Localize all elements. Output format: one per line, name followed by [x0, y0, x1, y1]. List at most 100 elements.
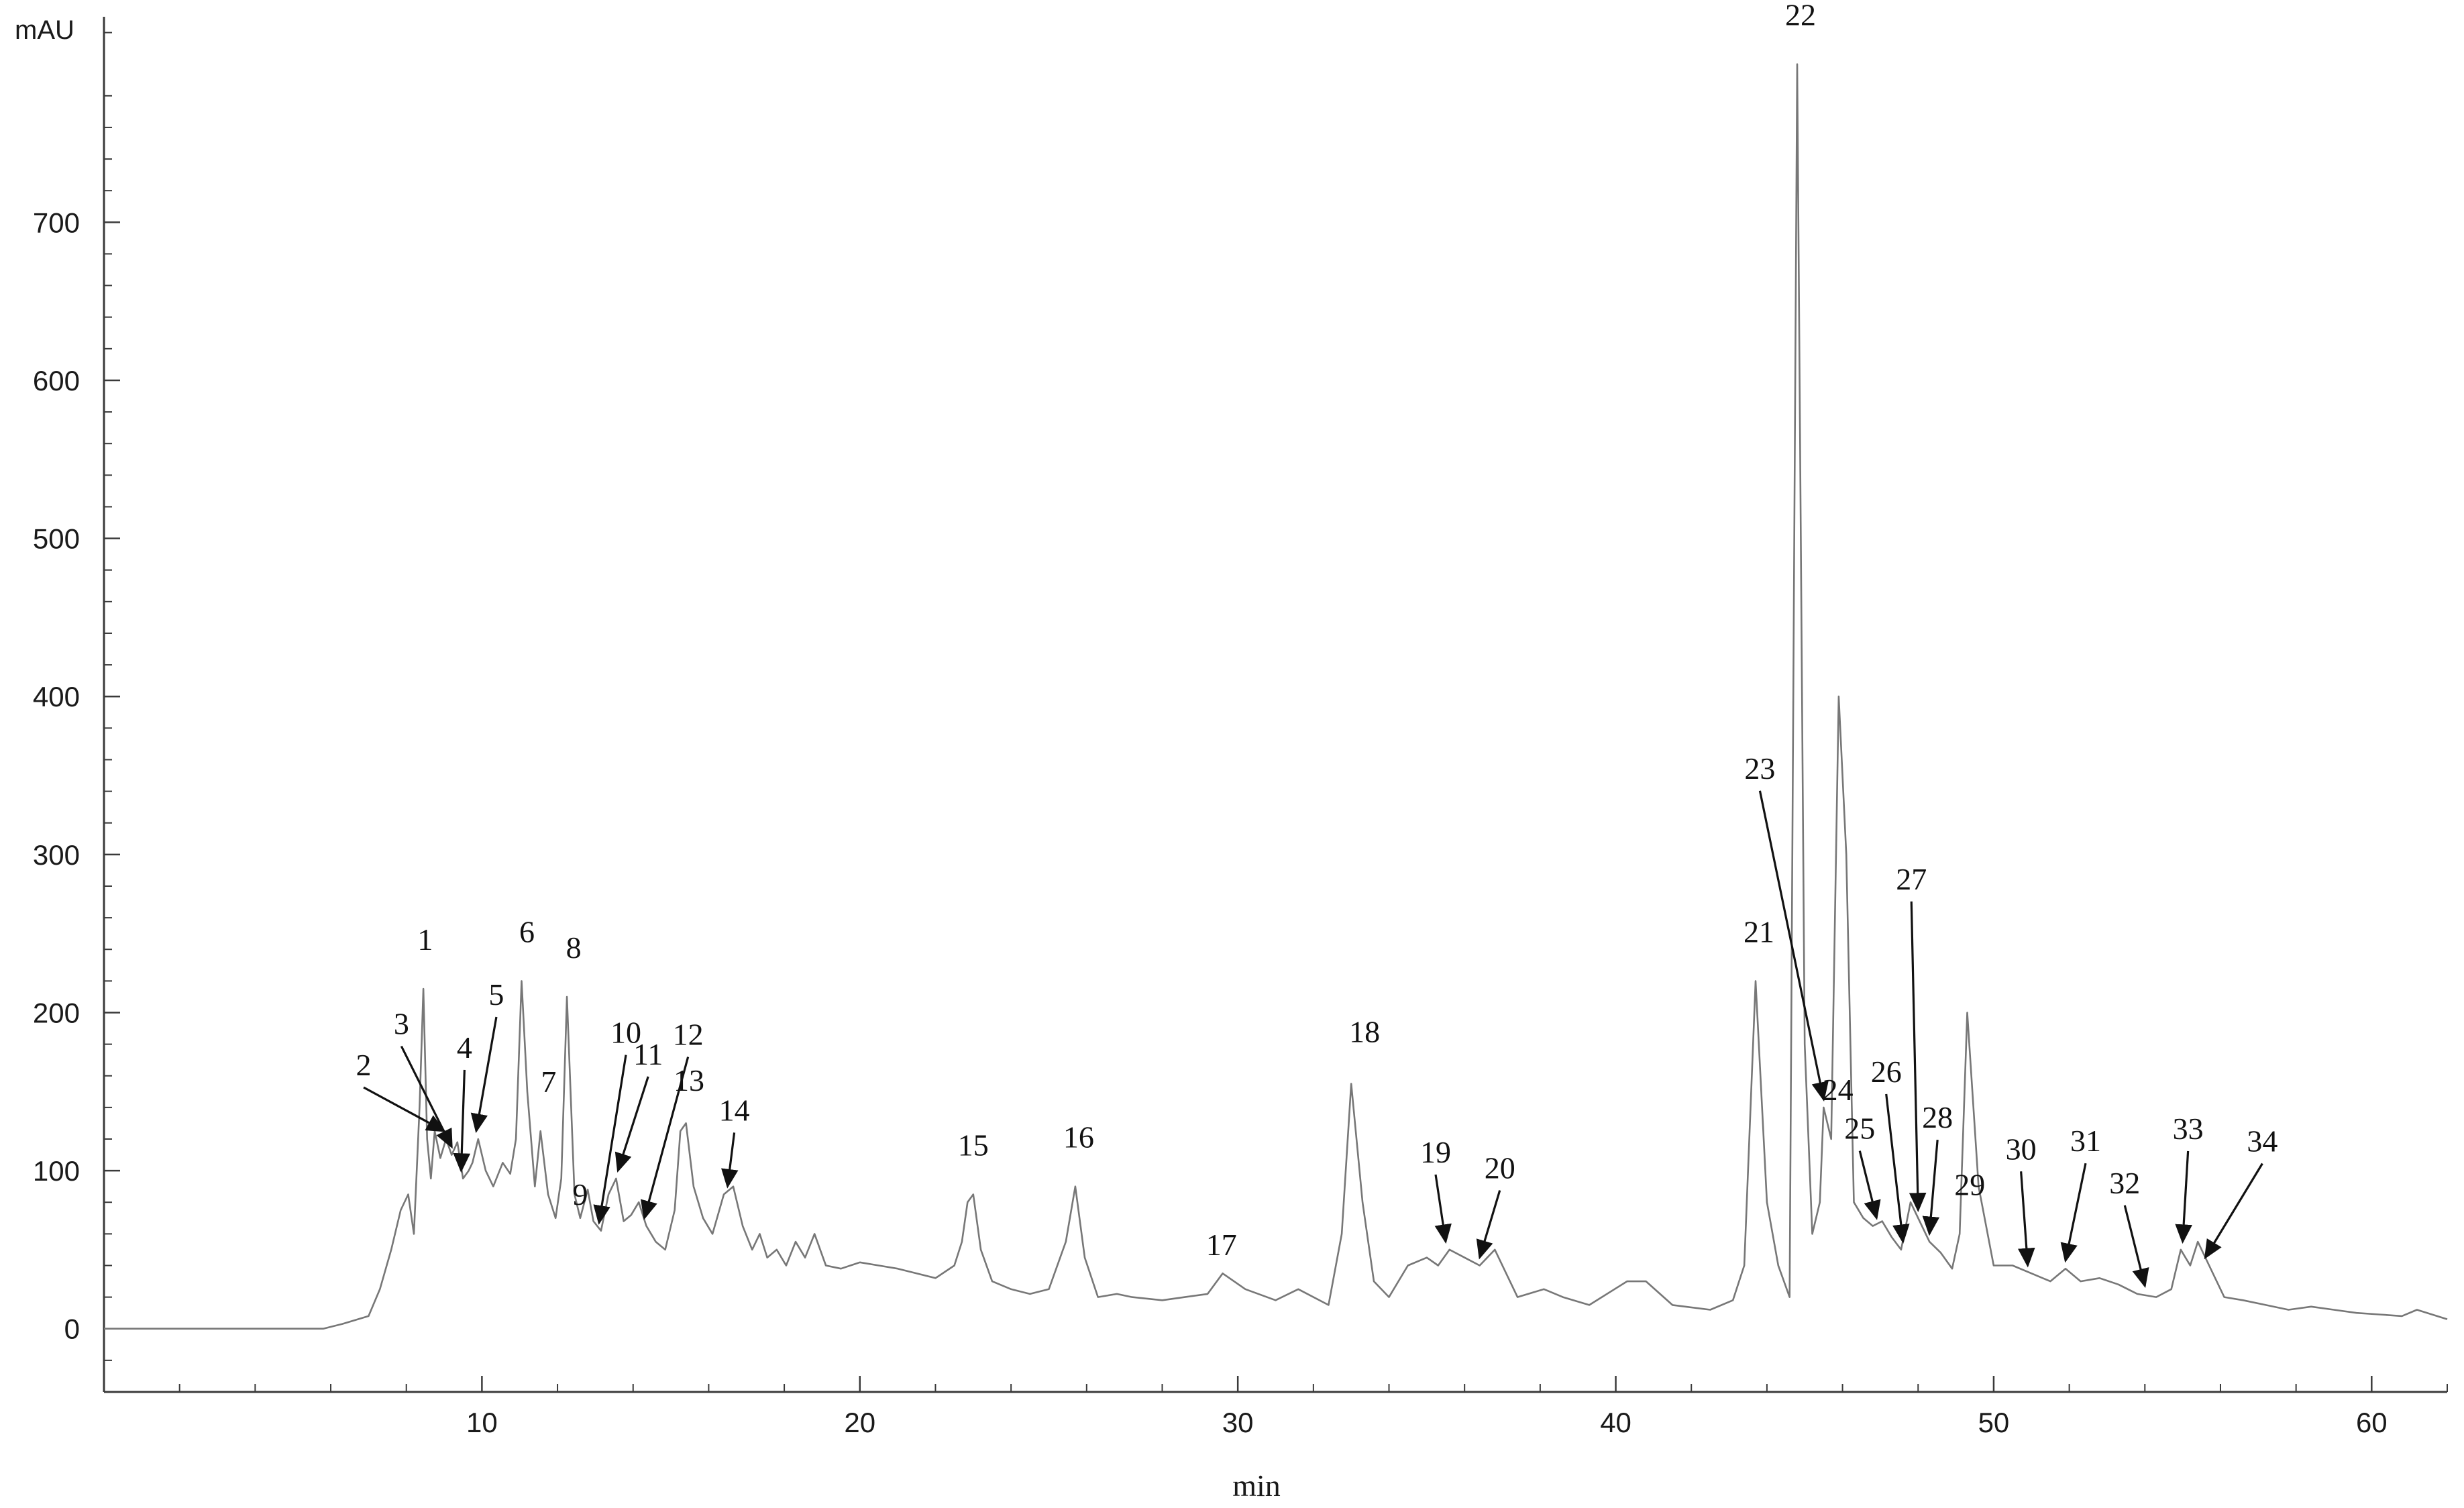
- peak-label-14: 14: [719, 1093, 750, 1127]
- peak-arrow-5: [470, 1016, 498, 1134]
- peak-label-30: 30: [2006, 1132, 2037, 1166]
- trace-layer: [104, 63, 2448, 1330]
- peak-annotation-26: 26: [1871, 1055, 1910, 1244]
- peak-label-13: 13: [674, 1063, 704, 1097]
- x-tick-label: 40: [1600, 1407, 1631, 1438]
- peak-annotation-23: 23: [1744, 751, 1829, 1101]
- peak-label-29: 29: [1954, 1167, 1985, 1201]
- peak-label-10: 10: [610, 1016, 641, 1050]
- y-tick-label: 400: [33, 681, 80, 712]
- peak-label-28: 28: [1922, 1100, 1953, 1134]
- peak-label-3: 3: [394, 1007, 409, 1041]
- peak-arrow-32: [2123, 1205, 2149, 1289]
- peak-label-4: 4: [457, 1030, 472, 1065]
- peak-annotation-20: 20: [1476, 1150, 1515, 1260]
- peak-label-15: 15: [958, 1128, 989, 1162]
- peak-arrow-14: [721, 1132, 739, 1189]
- peak-label-20: 20: [1485, 1150, 1515, 1185]
- peak-annotation-11: 11: [614, 1037, 663, 1173]
- peak-annotation-25: 25: [1844, 1112, 1881, 1220]
- peak-arrow-11: [614, 1076, 649, 1173]
- peak-label-17: 17: [1206, 1228, 1237, 1262]
- peak-annotation-12: 12: [640, 1018, 704, 1220]
- peak-arrow-12: [640, 1057, 690, 1220]
- peak-annotation-34: 34: [2204, 1124, 2278, 1260]
- peak-arrow-19: [1434, 1174, 1452, 1244]
- y-tick-label: 700: [33, 207, 80, 238]
- peak-label-2: 2: [356, 1048, 372, 1082]
- peak-arrow-20: [1476, 1190, 1501, 1260]
- peak-arrow-4: [453, 1069, 471, 1173]
- peak-annotation-10: 10: [593, 1016, 641, 1225]
- peak-annotation-31: 31: [2060, 1124, 2101, 1263]
- peak-label-34: 34: [2247, 1124, 2278, 1158]
- peak-label-5: 5: [488, 977, 504, 1012]
- x-tick-label: 30: [1222, 1407, 1254, 1438]
- y-tick-label: 500: [33, 523, 80, 555]
- peak-annotation-4: 4: [453, 1030, 472, 1173]
- peak-arrow-30: [2018, 1171, 2035, 1268]
- peak-label-33: 33: [2173, 1112, 2204, 1146]
- peak-label-8: 8: [566, 930, 582, 965]
- peak-arrow-23: [1758, 790, 1829, 1101]
- peak-arrow-33: [2175, 1150, 2192, 1244]
- peak-label-25: 25: [1844, 1112, 1875, 1146]
- peak-label-21: 21: [1744, 914, 1774, 949]
- peak-annotation-22: 22: [1785, 0, 1816, 32]
- peak-annotation-33: 33: [2173, 1112, 2204, 1244]
- x-tick-label: 60: [2356, 1407, 2388, 1438]
- peak-arrow-27: [1909, 901, 1927, 1213]
- peak-arrow-10: [593, 1055, 627, 1225]
- peak-arrow-34: [2204, 1163, 2263, 1260]
- peak-annotation-24: 24: [1823, 1073, 1854, 1107]
- peak-annotation-6: 6: [519, 914, 535, 949]
- x-axis-title: min: [1232, 1468, 1281, 1503]
- y-tick-label: 200: [33, 997, 80, 1028]
- peak-annotation-7: 7: [541, 1065, 556, 1099]
- peak-annotation-27: 27: [1896, 862, 1927, 1213]
- peak-annotation-15: 15: [958, 1128, 989, 1162]
- peak-label-11: 11: [633, 1037, 663, 1071]
- axes: 0 100 200 300 400 500 600 700 10 20 30 40 50 60: [33, 17, 2448, 1438]
- peak-arrow-31: [2060, 1163, 2087, 1263]
- peak-label-1: 1: [417, 922, 433, 957]
- peak-annotation-9: 9: [572, 1177, 588, 1211]
- peak-arrow-2: [363, 1086, 446, 1132]
- x-tick-label: 50: [1978, 1407, 2010, 1438]
- peak-arrow-3: [400, 1045, 453, 1149]
- peak-label-26: 26: [1871, 1055, 1902, 1089]
- peak-annotation-13: 13: [674, 1063, 704, 1097]
- peak-arrow-28: [1922, 1140, 1940, 1236]
- peak-annotation-19: 19: [1420, 1135, 1452, 1244]
- peak-annotation-30: 30: [2006, 1132, 2037, 1268]
- peak-label-31: 31: [2070, 1124, 2101, 1158]
- peak-label-12: 12: [673, 1018, 704, 1052]
- y-tick-label: 600: [33, 365, 80, 396]
- peak-annotation-5: 5: [470, 977, 504, 1134]
- peak-annotation-17: 17: [1206, 1228, 1237, 1262]
- peak-label-32: 32: [2109, 1166, 2140, 1200]
- peak-annotation-2: 2: [356, 1048, 446, 1132]
- peak-label-22: 22: [1785, 0, 1816, 32]
- peak-annotation-29: 29: [1954, 1167, 1985, 1201]
- peak-label-19: 19: [1420, 1135, 1451, 1169]
- peak-label-18: 18: [1349, 1015, 1380, 1049]
- peak-annotation-3: 3: [394, 1007, 453, 1149]
- peak-label-23: 23: [1744, 751, 1775, 786]
- chromatogram-trace: [104, 63, 2448, 1330]
- peak-label-24: 24: [1823, 1073, 1854, 1107]
- peak-annotation-14: 14: [719, 1093, 750, 1189]
- y-tick-label: 300: [33, 839, 80, 871]
- peak-arrow-26: [1885, 1093, 1910, 1244]
- peak-annotation-16: 16: [1063, 1120, 1094, 1154]
- x-tick-label: 20: [844, 1407, 875, 1438]
- peak-annotation-1: 1: [417, 922, 433, 957]
- peak-label-7: 7: [541, 1065, 556, 1099]
- peak-label-9: 9: [572, 1177, 588, 1211]
- y-tick-label: 0: [64, 1313, 80, 1345]
- y-axis-unit-label: mAU: [15, 15, 74, 45]
- peak-annotation-32: 32: [2109, 1166, 2149, 1289]
- peak-annotation-21: 21: [1744, 914, 1774, 949]
